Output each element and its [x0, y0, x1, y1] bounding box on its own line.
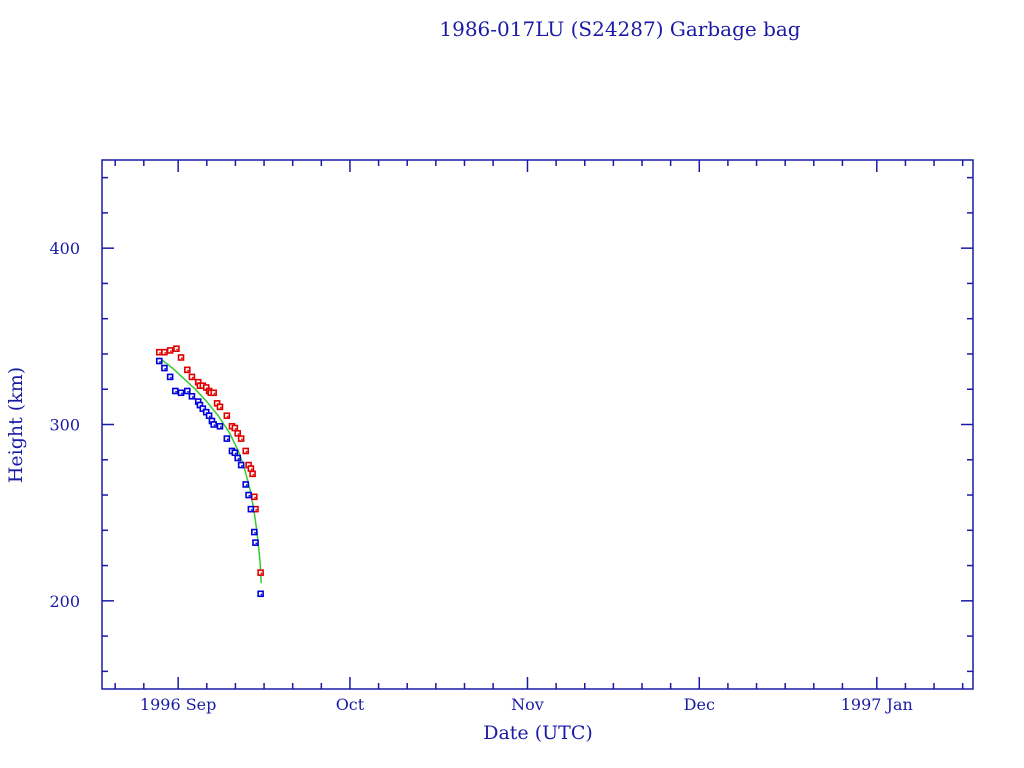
point-marker — [251, 528, 258, 536]
point-dot — [250, 509, 253, 511]
apogee-point — [237, 435, 245, 442]
point-dot — [213, 424, 216, 426]
point-dot — [245, 450, 248, 453]
x-tick-label: Dec — [684, 695, 715, 714]
point-dot — [170, 350, 172, 352]
x-axis-label: Date (UTC) — [483, 722, 593, 744]
point-dot — [252, 473, 255, 476]
point-marker — [251, 493, 258, 501]
perigee-point — [171, 387, 179, 395]
apogee-point — [242, 447, 250, 455]
y-tick-label: 300 — [49, 416, 80, 435]
x-tick-label: Oct — [336, 695, 365, 714]
perigee-point — [188, 392, 196, 400]
perigee-point — [205, 412, 213, 419]
x-tick-label: 1996 Sep — [140, 695, 216, 714]
point-dot — [187, 369, 189, 372]
perigee-point — [252, 539, 259, 546]
perigee-point — [237, 461, 245, 469]
point-dot — [159, 352, 161, 354]
point-dot — [254, 496, 256, 499]
point-dot — [187, 390, 189, 393]
y-tick-label: 200 — [49, 592, 80, 611]
perigee-point — [216, 422, 224, 430]
apogee-point — [210, 389, 217, 397]
point-dot — [191, 396, 194, 398]
perigee-point — [231, 449, 239, 457]
point-dot — [245, 484, 248, 486]
perigee-point — [177, 389, 185, 397]
perigee-point — [166, 373, 174, 381]
perigee-point — [251, 528, 258, 536]
apogee-point — [184, 366, 191, 374]
point-dot — [176, 348, 178, 351]
point-dot — [241, 438, 243, 441]
perigee-point — [245, 491, 252, 499]
apogee-point — [257, 569, 264, 576]
perigee-point — [223, 435, 231, 442]
perigee-point — [257, 590, 264, 598]
point-dot — [170, 376, 172, 379]
apogee-point — [247, 465, 255, 472]
chart-title: 1986-017LU (S24287) Garbage bag — [439, 17, 800, 41]
point-dot — [181, 357, 183, 359]
point-dot — [164, 352, 166, 354]
perigee-point — [155, 357, 163, 365]
x-tick-label: 1997 Jan — [841, 695, 913, 714]
apogee-point — [231, 424, 239, 432]
point-dot — [191, 376, 194, 379]
point-dot — [234, 452, 237, 455]
point-dot — [226, 438, 229, 441]
axis-ticks — [102, 160, 973, 689]
perigee-point — [247, 505, 255, 513]
point-dot — [241, 465, 243, 467]
point-dot — [255, 542, 257, 545]
apogee-point — [173, 345, 180, 352]
perigee-point — [234, 454, 242, 462]
point-dot — [248, 495, 251, 497]
apogee-point — [177, 354, 185, 361]
x-tick-labels: 1996 Sep Oct Nov Dec 1997 Jan — [140, 695, 913, 714]
point-dot — [234, 428, 237, 430]
point-dot — [255, 509, 257, 511]
point-dot — [237, 433, 240, 435]
apogee-point — [251, 493, 258, 501]
apogee-point — [234, 430, 242, 437]
apogee-point — [166, 347, 174, 354]
y-tick-label: 400 — [49, 239, 80, 258]
point-dot — [250, 468, 253, 471]
apogee-point — [223, 412, 231, 419]
apogee-point — [249, 470, 256, 478]
apogee-point — [216, 403, 224, 411]
y-tick-labels: 200 300 400 — [49, 239, 80, 611]
apogee-point — [161, 348, 168, 356]
y-axis-label: Height (km) — [5, 367, 27, 483]
point-dot — [226, 415, 229, 418]
perigee-point — [242, 481, 250, 488]
apogee-point — [155, 348, 163, 356]
perigee-point — [161, 364, 168, 372]
point-dot — [219, 426, 222, 428]
perigee-point — [210, 421, 217, 428]
point-dot — [181, 392, 183, 395]
point-dot — [260, 572, 263, 575]
point-dot — [254, 532, 256, 534]
point-dot — [164, 368, 166, 370]
x-tick-label: Nov — [511, 695, 544, 714]
point-dot — [237, 458, 240, 460]
point-dot — [209, 415, 211, 418]
point-dot — [219, 406, 222, 409]
point-dot — [159, 361, 161, 363]
point-dot — [213, 392, 216, 395]
data-points — [155, 345, 264, 598]
point-dot — [260, 593, 263, 596]
point-dot — [175, 390, 177, 393]
perigee-point — [184, 387, 191, 395]
apogee-point — [188, 373, 196, 381]
